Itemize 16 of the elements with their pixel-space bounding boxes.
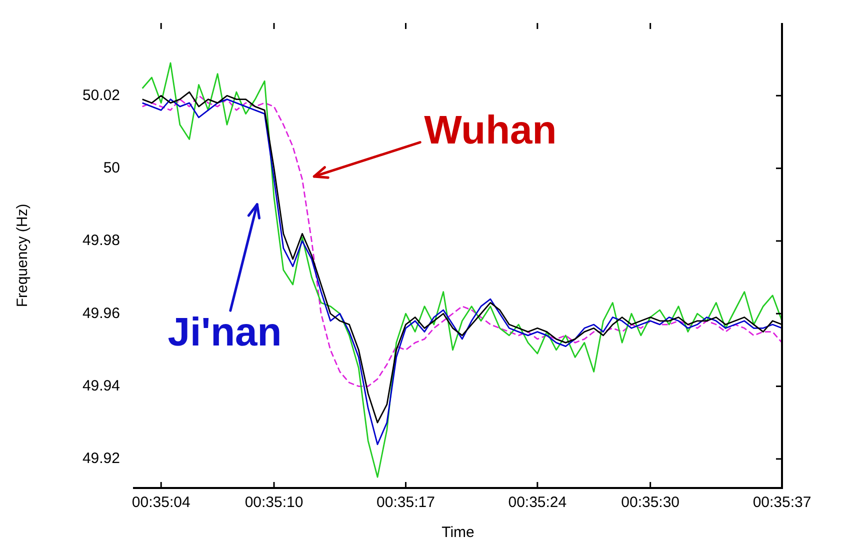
annotation: Wuhan [424,108,557,152]
x-tick-label: 00:35:17 [376,494,435,512]
x-tick-label: 00:35:24 [508,494,567,512]
x-tick-label: 00:35:37 [752,494,812,512]
x-tick-label: 00:35:04 [132,494,190,512]
y-tick-label: 49.96 [82,304,120,322]
y-tick-label: 49.98 [82,232,120,250]
annotation: Ji'nan [168,310,282,355]
x-axis-title: Time [442,524,474,542]
x-tick-label: 00:35:30 [621,494,680,512]
x-tick-label: 00:35:10 [244,494,304,512]
y-tick-label: 50 [103,159,120,176]
y-axis-title: Frequency (Hz) [14,204,32,308]
y-tick-label: 49.92 [82,450,120,468]
y-tick-label: 50.02 [82,86,120,104]
y-tick-label: 49.94 [82,377,120,394]
